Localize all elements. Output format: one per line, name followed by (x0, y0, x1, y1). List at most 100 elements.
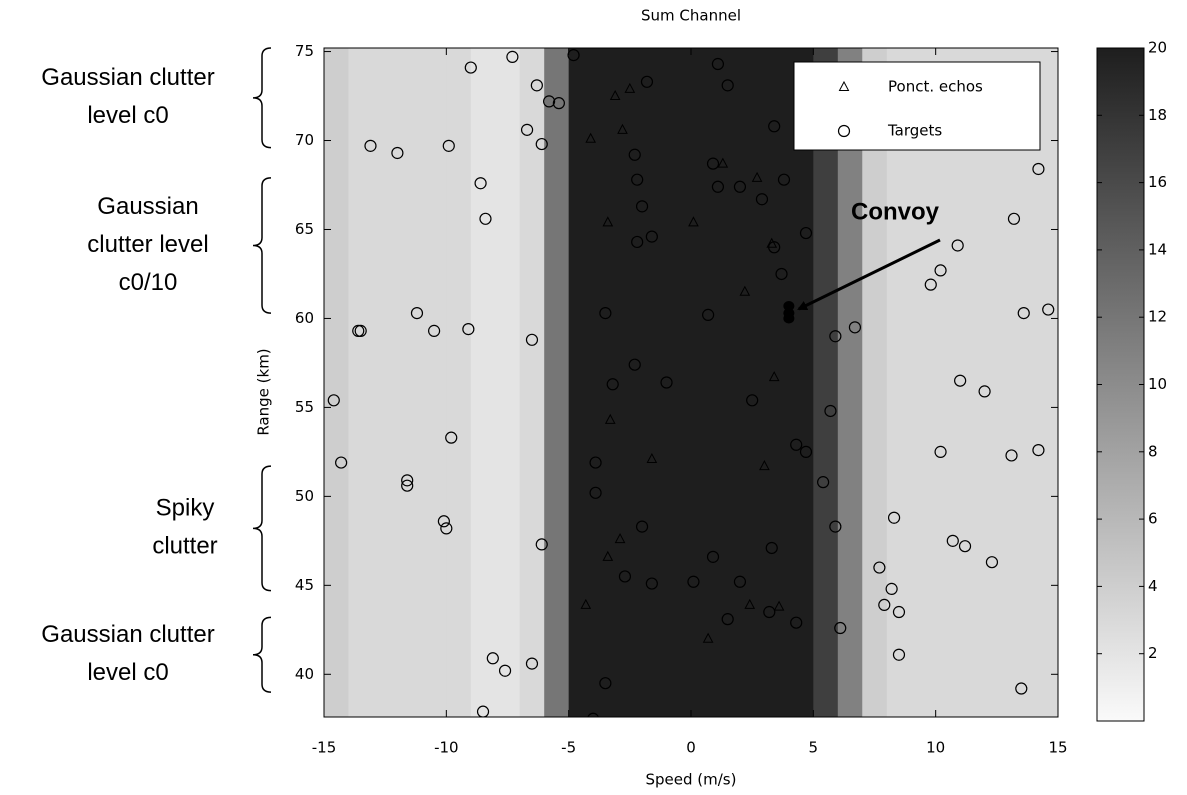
circle-marker (733, 575, 747, 588)
annotation-text: Gaussian (97, 193, 198, 220)
colorbar-tick-label: 20 (1148, 39, 1167, 57)
circle-marker (702, 308, 715, 321)
triangle-marker (609, 89, 621, 101)
heat-cell (1009, 48, 1035, 717)
heat-cell (470, 48, 496, 717)
heat-cell (642, 48, 668, 717)
circle-marker (618, 570, 632, 583)
circle-marker (525, 333, 539, 346)
triangle-marker (744, 598, 756, 609)
circle-marker (535, 137, 548, 151)
circle-marker (721, 79, 734, 92)
circle-marker (887, 511, 901, 524)
y-tick-label: 75 (295, 42, 314, 60)
circle-marker (631, 173, 644, 186)
heat-cell (617, 48, 643, 717)
heat-cell (788, 48, 814, 717)
heat-cell (421, 48, 447, 717)
triangle-marker (759, 460, 770, 471)
x-tick-label: -15 (312, 739, 337, 757)
circle-marker (706, 157, 720, 170)
triangle-marker (751, 171, 763, 182)
circle-marker (763, 605, 776, 619)
colorbar-tick-label: 12 (1148, 308, 1167, 326)
circle-marker (765, 541, 778, 555)
circle-marker (733, 180, 747, 193)
circle-marker (442, 139, 455, 152)
circle-marker (958, 540, 972, 553)
brace (252, 616, 272, 693)
legend-label: Targets (887, 122, 942, 140)
circle-marker (790, 616, 803, 629)
plot-frame (323, 47, 1059, 718)
circle-marker (934, 445, 947, 458)
triangle-marker (604, 413, 616, 424)
circle-marker (525, 657, 539, 670)
circle-marker (951, 239, 964, 252)
y-tick-label: 45 (295, 576, 314, 594)
annotation-text: level c0 (87, 659, 168, 686)
x-tick-label: 10 (926, 739, 945, 757)
circle-marker (445, 431, 458, 444)
triangle-marker (585, 132, 597, 143)
circle-marker (479, 212, 492, 225)
y-tick-label: 65 (295, 220, 314, 238)
x-tick-label: 5 (809, 739, 819, 757)
heat-cell (837, 48, 863, 717)
heat-cell (348, 48, 374, 717)
triangle-marker (614, 533, 626, 544)
heat-cell (495, 48, 521, 717)
circle-marker (476, 705, 490, 717)
circle-marker (1032, 444, 1045, 457)
heat-cell (960, 48, 986, 717)
colorbar-tick-label: 18 (1148, 106, 1167, 124)
heat-cell (397, 48, 423, 717)
circle-marker (1032, 162, 1045, 176)
heat-cell (544, 48, 570, 717)
circle-marker (799, 445, 813, 458)
circle-marker (934, 264, 947, 277)
heat-cell (519, 48, 545, 717)
axes: -15 -10 -5 0 5 10 15 40 45 50 55 60 65 70 75 (295, 42, 1068, 756)
circle-marker (775, 267, 788, 281)
heat-cell (1033, 48, 1058, 717)
convoy-point (783, 313, 795, 324)
colorbar-tick-label: 8 (1148, 442, 1158, 460)
circle-marker (530, 79, 543, 92)
convoy-label: Convoy (851, 198, 940, 225)
circle-marker (567, 49, 580, 62)
circle-marker (542, 95, 556, 108)
circle-marker (628, 358, 641, 371)
legend: Ponct. echos Targets (793, 61, 1041, 151)
brace (252, 47, 272, 149)
circle-marker (721, 613, 734, 626)
circle-marker (628, 148, 641, 161)
y-tick-label: 40 (295, 665, 314, 683)
colorbar-tick-label: 2 (1148, 644, 1158, 662)
circle-marker (364, 139, 377, 152)
circle-marker (520, 123, 534, 136)
circle-marker (817, 476, 830, 489)
circle-marker (885, 582, 898, 595)
triangle-marker (768, 371, 780, 382)
brace (252, 177, 272, 314)
x-tick-label: 0 (686, 739, 696, 757)
circle-marker (506, 50, 519, 63)
y-axis-label: Range (km) (255, 348, 273, 435)
circle-marker (335, 456, 348, 469)
annotation-text: Gaussian clutter (41, 64, 214, 91)
circle-marker (790, 438, 803, 451)
circle-marker (924, 278, 937, 291)
circle-marker (498, 664, 512, 677)
heat-cell (593, 48, 619, 717)
circle-marker (440, 522, 453, 535)
circle-marker (954, 374, 967, 387)
circle-marker (401, 479, 414, 492)
triangle-marker (688, 216, 699, 227)
circle-marker (834, 621, 847, 635)
circle-marker (777, 173, 791, 186)
circle-marker (706, 550, 720, 563)
circle-marker (401, 474, 414, 487)
triangle-marker (766, 237, 778, 248)
